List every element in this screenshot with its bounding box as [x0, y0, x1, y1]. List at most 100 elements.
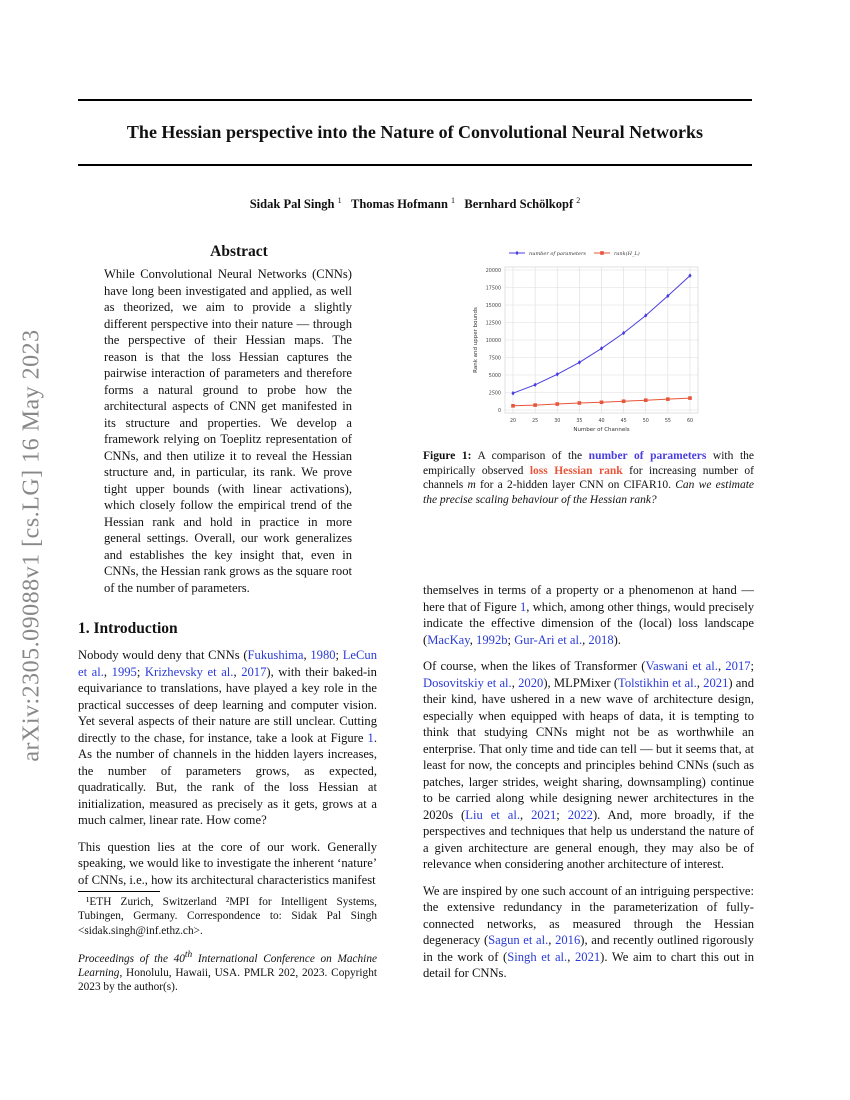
text-run: , [303, 648, 311, 662]
text-run: ). [613, 632, 621, 647]
y-tick-label: 20000 [486, 268, 501, 274]
affiliation-footnote: ¹ETH Zurich, Switzerland ²MPI for Intell… [78, 896, 377, 937]
citation-link[interactable]: Liu et al. [465, 807, 520, 822]
citation-link[interactable]: Vaswani et al. [645, 659, 718, 673]
citation-link[interactable]: Krizhevsky et al. [144, 664, 234, 679]
title-rule-top [78, 99, 752, 101]
rank-point [533, 403, 537, 407]
x-tick-label: 50 [643, 418, 649, 424]
y-axis-label: Rank and upper bounds [473, 307, 479, 373]
params-point [511, 390, 515, 396]
text-run: ; [507, 632, 515, 647]
rank-point [555, 402, 560, 406]
citation-link[interactable]: 1 [367, 730, 374, 745]
rank-point [688, 396, 692, 400]
citation-link[interactable]: 2016 [555, 933, 581, 947]
params-point [622, 330, 626, 336]
citation-link[interactable]: 1980 [310, 648, 336, 662]
text-run: ) and their kind, have ushered in a new … [423, 675, 754, 822]
text-run: Nobody would deny that CNNs ( [78, 648, 248, 662]
author: Thomas Hofmann [351, 197, 448, 212]
rank-point [666, 397, 670, 401]
text-run: , [511, 675, 519, 690]
text-run: ; [335, 648, 343, 662]
x-tick-label: 25 [532, 418, 538, 424]
x-tick-label: 40 [598, 418, 604, 424]
y-tick-label: 17500 [486, 286, 501, 292]
citation-link[interactable]: 1 [520, 599, 527, 614]
citation-link[interactable]: 2022 [567, 807, 593, 822]
citation-link[interactable]: 2021 [703, 675, 729, 690]
citation-link[interactable]: Fukushima [247, 648, 304, 662]
text-run: ), and recently outlined rigorously in t… [423, 933, 754, 964]
rank-point [599, 400, 604, 405]
text-run: , [520, 807, 532, 822]
text-run: ). And, more broadly, if the perspective… [423, 807, 754, 872]
text-run: , [696, 675, 704, 690]
text-run: , [567, 949, 575, 964]
caption-question: Can we estimate the precise scaling beha… [423, 479, 754, 507]
text-run: , [233, 664, 242, 679]
y-tick-label: 7500 [489, 356, 501, 362]
params-point [688, 273, 692, 278]
x-tick-label: 55 [665, 418, 671, 424]
citation-link[interactable]: 2017 [725, 659, 751, 673]
params-point [666, 293, 670, 299]
legend-marker [600, 251, 604, 255]
y-tick-label: 12500 [486, 321, 501, 327]
y-tick-label: 0 [498, 408, 501, 414]
proceedings-sup: th [184, 949, 193, 960]
legend-label: rank(H_L) [614, 250, 640, 257]
legend-marker [515, 250, 519, 256]
title-rule-bottom [78, 164, 752, 166]
text-run: , [103, 664, 112, 679]
citation-link[interactable]: Gur-Ari et al. [514, 632, 583, 647]
footnote-rule [78, 891, 160, 892]
text-run: ; [136, 664, 145, 679]
params-point [599, 346, 604, 351]
citation-link[interactable]: Singh et al. [507, 949, 568, 964]
citation-link[interactable]: LeCun et al. [78, 648, 378, 679]
caption-text: for a 2-hidden layer CNN on CIFAR10. [475, 479, 676, 492]
text-run: We are inspired by one such account of a… [423, 883, 754, 948]
params-point [644, 313, 648, 318]
params-point [533, 382, 537, 388]
citation-link[interactable]: MacKay [427, 632, 470, 647]
y-tick-label: 2500 [489, 391, 501, 397]
citation-link[interactable]: Tolstikhin et al. [618, 675, 697, 690]
arxiv-stamp[interactable]: arXiv:2305.09088v1 [cs.LG] 16 May 2023 [18, 329, 45, 762]
text-run: ). We aim to chart this out in detail fo… [423, 949, 755, 981]
params-point [555, 372, 559, 377]
figure-1-chart: 0 2500 5000 7500 10000 12500 15000 17500 20000 20… [473, 250, 699, 433]
legend-label: number of parameters [529, 251, 586, 257]
x-tick-label: 45 [621, 418, 627, 424]
introduction-heading: 1. Introduction [78, 620, 178, 637]
paragraph: This question lies at the core of our wo… [78, 839, 377, 889]
abstract-heading: Abstract [210, 243, 268, 260]
citation-link[interactable]: 2021 [574, 949, 601, 964]
text-run: , [548, 933, 556, 947]
text-run: ; [750, 659, 755, 673]
paragraph: We are inspired by one such account of a… [423, 883, 754, 982]
rank-point [577, 401, 582, 405]
text-run: ; [556, 807, 568, 822]
citation-link[interactable]: Sagun et al. [488, 933, 549, 947]
citation-link[interactable]: 2021 [531, 807, 557, 822]
citation-link[interactable]: 1992b [476, 632, 508, 647]
footnotes: ¹ETH Zurich, Switzerland ²MPI for Intell… [78, 895, 377, 1005]
left-column-body: Nobody would deny that CNNs (Fukushima, … [78, 647, 377, 898]
affiliation-mark: 1 [337, 196, 342, 205]
affiliation-mark: 2 [576, 196, 581, 205]
citation-link[interactable]: 2017 [241, 664, 267, 679]
x-tick-label: 20 [510, 418, 516, 424]
citation-link[interactable]: 1995 [111, 664, 137, 679]
caption-rank-highlight: loss Hessian rank [529, 464, 623, 477]
right-column-body: themselves in terms of a property or a p… [423, 582, 754, 992]
citation-link[interactable]: 2018 [588, 632, 614, 647]
rank-point [621, 399, 626, 404]
rank-point [643, 398, 648, 402]
citation-link[interactable]: Dosovitskiy et al. [423, 675, 512, 690]
paper-title: The Hessian perspective into the Nature … [126, 122, 704, 142]
text-run: , which, among other things, would preci… [423, 599, 754, 647]
citation-link[interactable]: 2020 [518, 675, 544, 690]
